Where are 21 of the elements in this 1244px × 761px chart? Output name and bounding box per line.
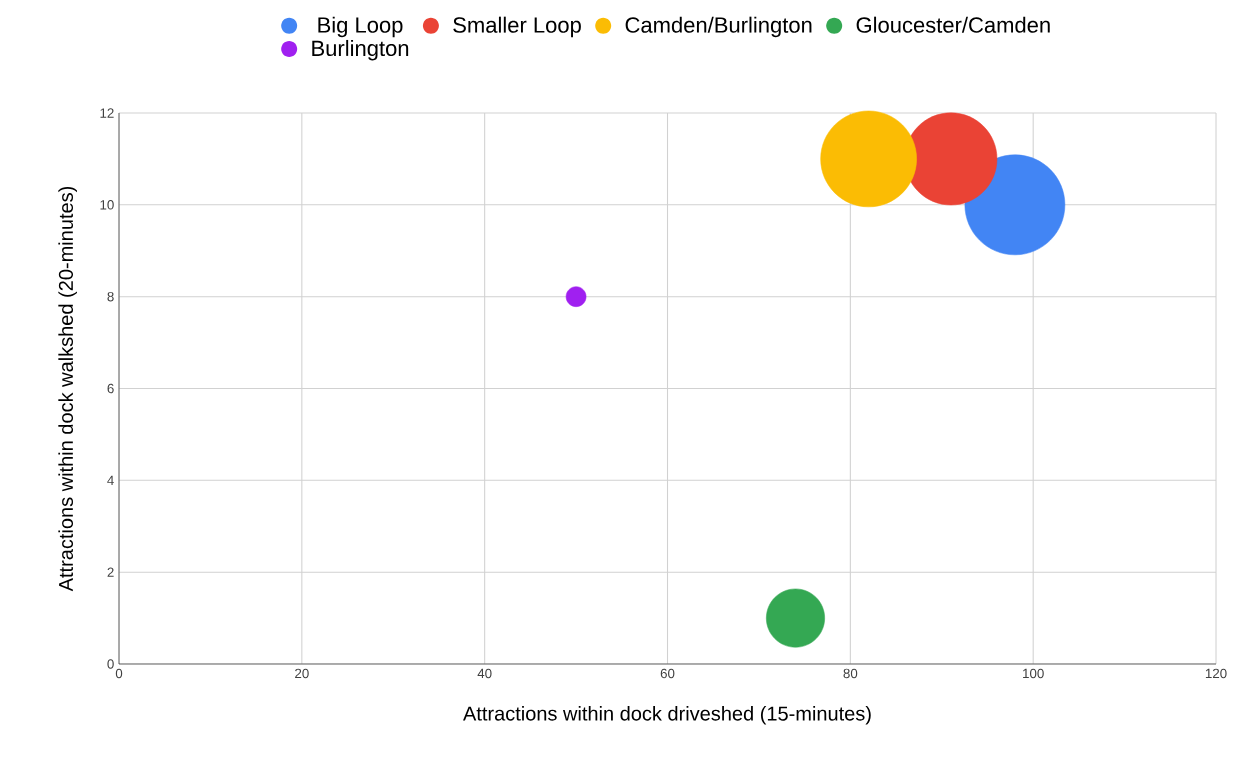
- x-tick-label: 120: [1205, 668, 1227, 679]
- legend-label: Smaller Loop: [453, 16, 581, 38]
- legend-label: Gloucester/Camden: [856, 16, 1050, 33]
- legend-label: Big Loop: [318, 16, 403, 38]
- y-tick-label: 2: [107, 567, 114, 577]
- x-tick-label: 40: [477, 668, 492, 679]
- x-tick-label: 0: [115, 668, 123, 679]
- y-tick-label: 6: [107, 383, 114, 394]
- y-tick-label: 8: [107, 291, 114, 302]
- legend-label: Camden/Burlington: [625, 16, 812, 38]
- y-tick-label: 4: [107, 475, 114, 485]
- y-axis-title: Attractions within dock walkshed (20-minutes): [58, 186, 77, 592]
- x-tick-label: 100: [1023, 668, 1044, 679]
- y-tick-label: 10: [100, 200, 114, 210]
- x-axis-title: Attractions within dock driveshed (15-minutes): [463, 705, 871, 725]
- y-tick-label: 0: [107, 659, 114, 669]
- legend-label: Burlington: [312, 39, 409, 61]
- x-tick-label: 60: [660, 668, 675, 679]
- x-tick-label: 80: [843, 668, 858, 679]
- x-tick-label: 20: [295, 668, 309, 679]
- y-tick-label: 12: [100, 108, 114, 118]
